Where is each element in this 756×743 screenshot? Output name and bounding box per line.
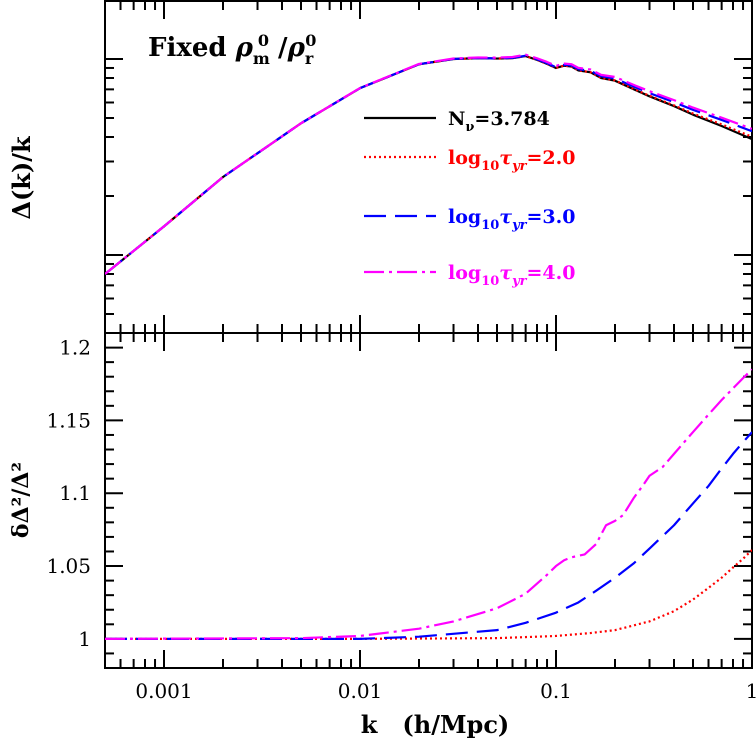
bottom-series-line-0 <box>105 549 752 640</box>
bottom-y-tick-label: 1 <box>78 627 91 651</box>
bottom-y-tick-label: 1.15 <box>46 408 91 432</box>
x-tick-label: 0.001 <box>135 679 192 703</box>
top-series-line-0 <box>105 54 752 275</box>
x-tick-label: 1 <box>746 679 756 703</box>
legend: Nν=3.784 log10τyr=2.0 log10τyr=3.0 log10τyr… <box>364 108 575 289</box>
legend-label: log10τyr=2.0 <box>448 147 575 174</box>
bottom-panel: 1 1.05 1.1 1.15 1.2 0.001 0.01 0.1 1 <box>46 332 756 703</box>
legend-label: log10τyr=4.0 <box>448 262 575 289</box>
legend-label: Nν=3.784 <box>448 108 550 135</box>
bottom-y-tick-label: 1.1 <box>59 481 91 505</box>
top-y-axis-label: Δ(k)/k <box>7 135 36 220</box>
bottom-plot-frame <box>104 332 753 669</box>
top-panel-annotation: Fixed ρm0 /ρr0 <box>148 31 316 68</box>
top-series-line-2 <box>105 54 752 275</box>
legend-label: log10τyr=3.0 <box>448 206 575 233</box>
x-tick-label: 0.1 <box>540 679 572 703</box>
bottom-y-axis-label: δΔ²/Δ² <box>8 462 34 538</box>
top-series-line-3 <box>105 53 752 275</box>
bottom-y-tick-label: 1.2 <box>59 336 91 360</box>
bottom-y-tick-label: 1.05 <box>46 554 91 578</box>
bottom-series-line-2 <box>105 368 752 640</box>
x-tick-label: 0.01 <box>338 679 383 703</box>
bottom-series-line-1 <box>105 431 752 640</box>
x-axis-label: k (h/Mpc) <box>361 710 510 739</box>
top-series-line-1 <box>105 54 752 275</box>
